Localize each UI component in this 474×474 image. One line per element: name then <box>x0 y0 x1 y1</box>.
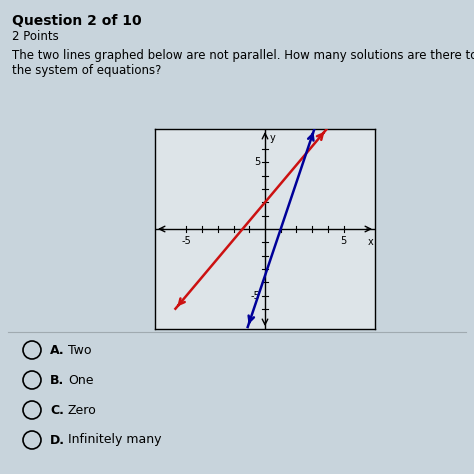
Text: B.: B. <box>50 374 64 386</box>
Text: 5: 5 <box>254 157 260 167</box>
Text: y: y <box>270 133 275 143</box>
Text: D.: D. <box>50 434 65 447</box>
Text: The two lines graphed below are not parallel. How many solutions are there to: The two lines graphed below are not para… <box>12 49 474 62</box>
Text: Infinitely many: Infinitely many <box>68 434 162 447</box>
Text: 5: 5 <box>340 236 346 246</box>
Text: -5: -5 <box>182 236 191 246</box>
Text: C.: C. <box>50 403 64 417</box>
Text: Zero: Zero <box>68 403 97 417</box>
Text: x: x <box>367 237 373 247</box>
Text: 2 Points: 2 Points <box>12 30 59 43</box>
Text: Two: Two <box>68 344 91 356</box>
Text: One: One <box>68 374 93 386</box>
Text: the system of equations?: the system of equations? <box>12 64 161 77</box>
Text: -5: -5 <box>251 291 260 301</box>
Text: A.: A. <box>50 344 64 356</box>
Text: Question 2 of 10: Question 2 of 10 <box>12 14 142 28</box>
